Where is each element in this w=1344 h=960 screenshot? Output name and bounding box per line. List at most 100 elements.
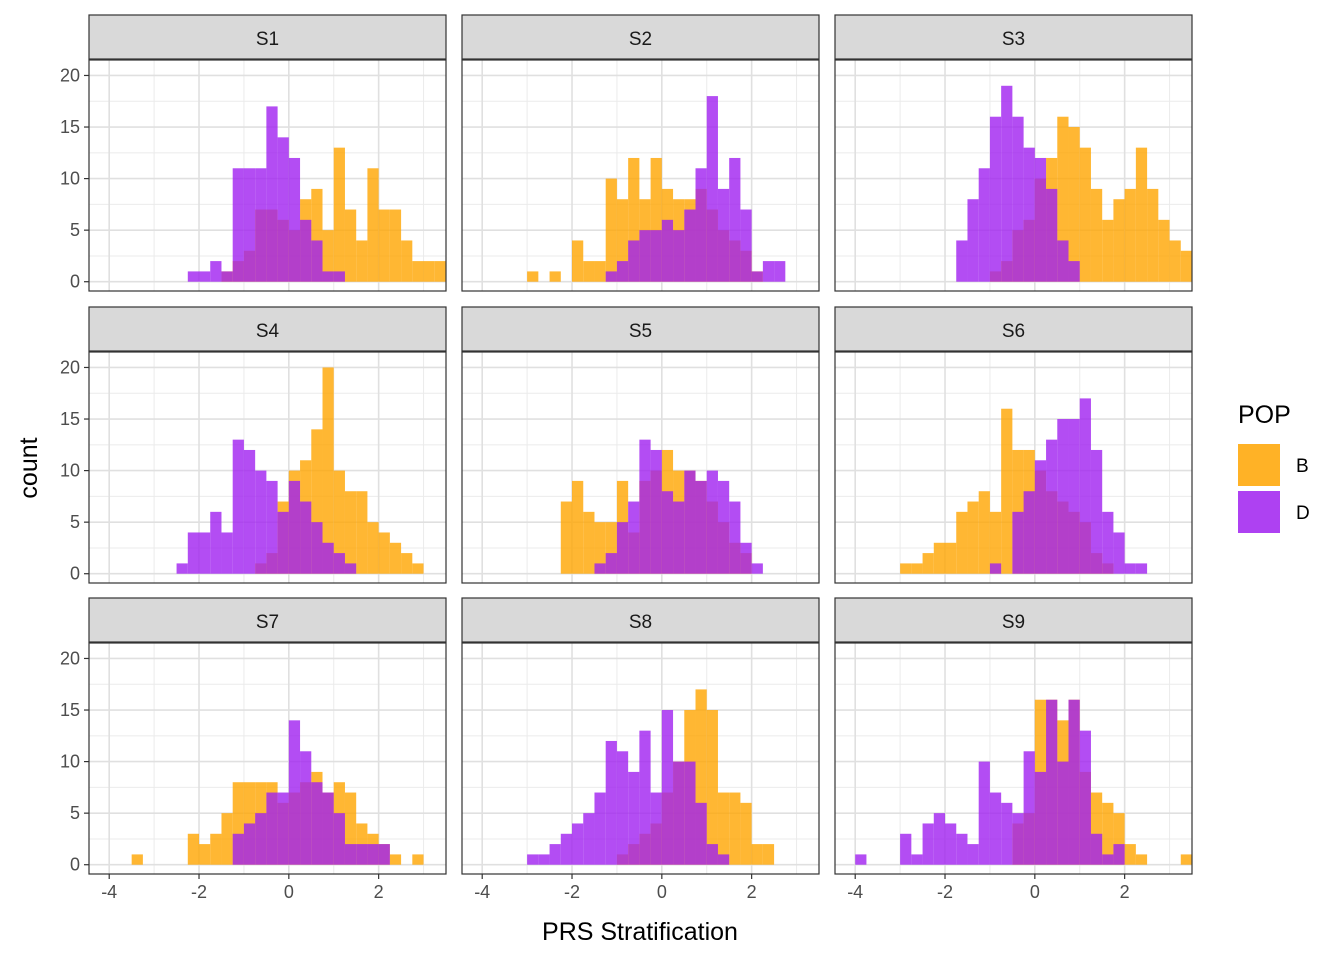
bar-d	[1023, 491, 1035, 574]
bar-b	[729, 792, 741, 865]
bar-d	[187, 532, 200, 574]
bar-d	[288, 157, 301, 282]
bar-d	[583, 813, 595, 865]
bar-d	[639, 439, 651, 574]
bar-d	[684, 209, 696, 282]
strip-label-s8: S8	[629, 612, 652, 633]
bar-b	[695, 689, 707, 865]
bar-d	[288, 720, 301, 865]
bar-b	[356, 240, 368, 282]
bar-d	[751, 271, 763, 282]
bar-b	[1158, 219, 1170, 282]
bar-b	[423, 261, 435, 282]
bar-b	[187, 833, 200, 865]
bar-b	[333, 147, 345, 282]
bar-b	[572, 240, 584, 282]
bar-d	[650, 230, 662, 282]
bar-b	[583, 511, 595, 574]
bar-d	[628, 771, 640, 865]
bar-b	[1079, 147, 1091, 282]
bar-d	[695, 480, 707, 574]
x-tick-label: -4	[847, 882, 863, 902]
bar-d	[1068, 261, 1080, 282]
bar-d	[661, 710, 674, 865]
bar-d	[572, 823, 584, 865]
bar-d	[277, 511, 289, 574]
bar-d	[594, 563, 606, 574]
bar-b	[199, 844, 211, 865]
bar-b	[367, 168, 379, 282]
strip-s8	[461, 597, 820, 643]
bar-d	[751, 563, 763, 574]
panel-border-s9	[834, 642, 1193, 875]
bar-d	[967, 844, 979, 865]
panel-s2: S2	[461, 14, 820, 292]
bar-d	[1046, 188, 1058, 282]
bar-d	[740, 209, 752, 282]
bar-d	[729, 157, 741, 282]
bar-d	[199, 271, 211, 282]
y-tick-label: 5	[70, 220, 80, 240]
bar-b	[650, 157, 662, 282]
bar-d	[300, 219, 312, 282]
panel-border-s3	[834, 59, 1193, 292]
y-tick-label: 15	[60, 117, 80, 137]
strip-s4	[88, 306, 447, 352]
bar-b	[401, 240, 413, 282]
bar-b	[900, 563, 912, 574]
bar-b	[412, 563, 424, 574]
bar-d	[1046, 439, 1058, 574]
bar-d	[1102, 511, 1114, 574]
bar-d	[300, 501, 312, 574]
bar-b	[378, 209, 390, 282]
bar-d	[1034, 157, 1047, 282]
panel-s1: S1	[88, 14, 447, 292]
bar-d	[333, 271, 345, 282]
bar-d	[266, 792, 278, 865]
bar-d	[176, 563, 188, 574]
legend-label-d: D	[1296, 503, 1310, 524]
bar-d	[1068, 419, 1080, 574]
bar-d	[673, 761, 685, 865]
bar-d	[989, 116, 1002, 282]
bar-b	[1124, 188, 1136, 282]
bar-d	[900, 833, 912, 865]
bar-b	[1001, 408, 1013, 574]
bar-d	[695, 802, 707, 865]
panel-border-s4	[88, 351, 447, 584]
y-tick-label: 20	[60, 357, 80, 377]
bar-d	[673, 501, 685, 574]
bar-d	[729, 501, 741, 574]
bar-b	[1057, 116, 1069, 282]
bar-b	[1169, 240, 1181, 282]
bar-d	[311, 240, 323, 282]
bar-d	[1090, 833, 1103, 865]
bar-d	[322, 271, 334, 282]
bar-d	[956, 240, 968, 282]
bar-d	[639, 730, 651, 865]
bar-b	[978, 491, 990, 574]
bar-d	[243, 449, 256, 574]
bar-d	[650, 792, 662, 865]
bar-d	[187, 271, 200, 282]
strip-s7	[88, 597, 447, 643]
gridlines-s6	[835, 352, 1192, 583]
bar-d	[978, 168, 990, 282]
panel-s5: S5	[461, 306, 820, 584]
bar-d	[978, 761, 990, 865]
bar-d	[706, 844, 718, 865]
bar-b	[344, 209, 357, 282]
y-tick-label: 10	[60, 752, 80, 772]
bar-b	[1135, 854, 1148, 865]
bar-b	[1113, 813, 1125, 865]
bar-d	[911, 854, 923, 865]
bar-d	[1034, 771, 1047, 865]
bar-d	[933, 813, 946, 865]
bar-d	[740, 542, 752, 574]
bar-d	[628, 501, 640, 574]
bar-d	[221, 532, 233, 574]
bar-d	[1001, 802, 1013, 865]
bar-d	[210, 511, 222, 574]
bar-d	[1012, 511, 1024, 574]
y-tick-label: 0	[70, 564, 80, 584]
